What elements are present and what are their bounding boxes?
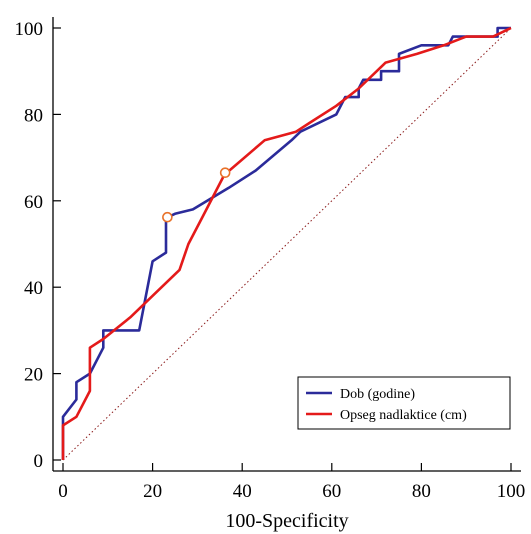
legend-label-dob-godine: Dob (godine) [340,387,415,402]
x-tick-label-100: 100 [497,481,526,502]
x-tick-label-0: 0 [58,481,68,502]
criterion-marker-dob-godine [162,211,173,223]
axes [52,17,521,472]
criterion-markers [162,167,231,223]
x-tick-label-60: 60 [322,481,341,502]
legend-box [297,376,511,430]
ticks: 0 20 40 60 80 100 0 20 40 60 80 100 [15,19,526,502]
y-tick-label-20: 20 [24,365,43,386]
legend-label-opseg-nadlaktice-cm: Opseg nadlaktice (cm) [340,408,467,423]
x-axis-title: 100-Specificity [225,510,348,532]
x-tick-label-20: 20 [143,481,162,502]
legend: Dob (godine) Opseg nadlaktice (cm) [297,376,511,430]
y-tick-label-0: 0 [34,451,44,472]
series-line-dob-godine [61,26,511,460]
criterion-marker-opseg-nadlaktice-cm [219,167,231,179]
x-tick-label-80: 80 [412,481,431,502]
y-tick-label-80: 80 [24,105,43,126]
x-tick-label-40: 40 [233,481,252,502]
y-tick-label-100: 100 [15,19,44,40]
y-tick-label-40: 40 [24,278,43,299]
y-tick-label-60: 60 [24,192,43,213]
